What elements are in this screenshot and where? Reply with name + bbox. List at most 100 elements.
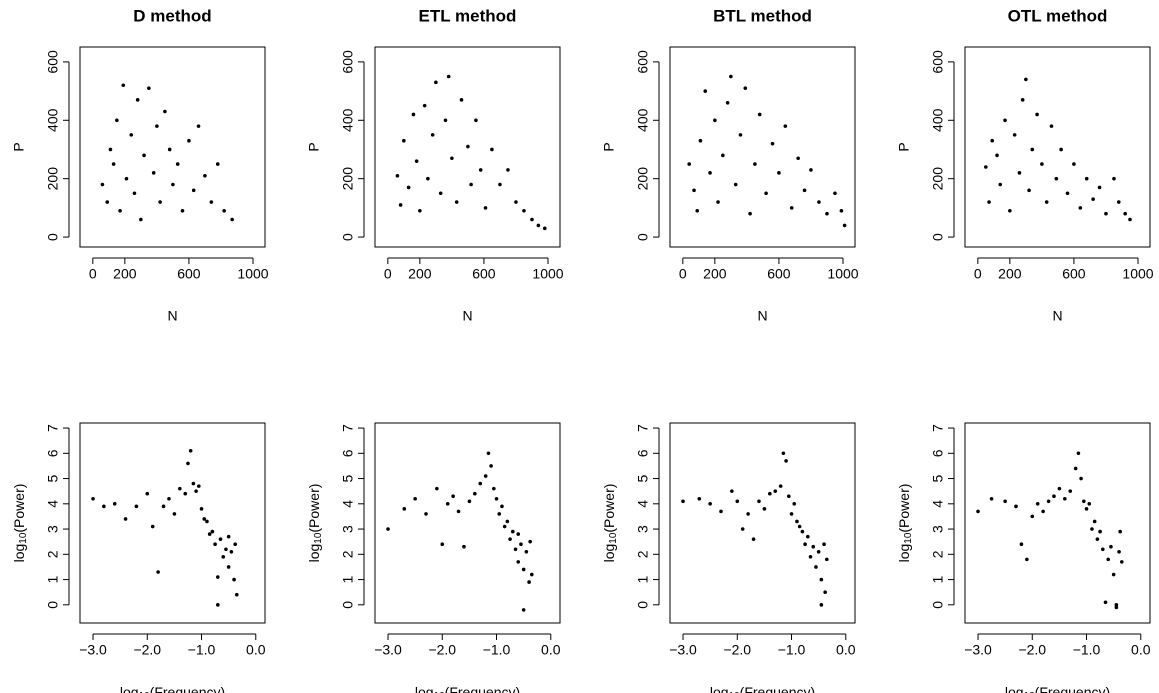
point <box>209 200 214 204</box>
panel-title: BTL method <box>713 6 812 25</box>
point <box>1052 494 1056 499</box>
point <box>542 226 547 231</box>
y-tick-label: 7 <box>340 424 356 432</box>
point <box>748 211 752 216</box>
y-tick-label: 3 <box>635 525 651 533</box>
point <box>502 524 507 529</box>
point <box>1020 98 1025 102</box>
point <box>474 118 478 123</box>
point <box>809 168 813 172</box>
point <box>196 124 201 128</box>
y-tick-label: 600 <box>45 50 61 74</box>
x-tick-label: −1.0 <box>778 642 806 658</box>
y-tick-label: 0 <box>340 233 356 241</box>
subscript: 10 <box>139 691 151 693</box>
point <box>1097 185 1102 190</box>
point <box>768 491 772 496</box>
point <box>224 547 228 552</box>
y-tick-label: 6 <box>930 449 946 457</box>
y-axis-label: P <box>896 142 912 151</box>
point <box>1104 211 1108 216</box>
point <box>733 182 738 187</box>
subscript: 10 <box>729 691 741 693</box>
point <box>784 459 788 463</box>
point <box>511 529 515 534</box>
point <box>167 147 172 152</box>
point <box>234 592 239 597</box>
point <box>703 89 708 93</box>
plot-frame <box>79 46 266 248</box>
point <box>995 153 999 158</box>
point <box>473 491 477 496</box>
point <box>757 112 762 117</box>
x-tick-label: −3.0 <box>964 642 992 658</box>
point <box>167 496 171 501</box>
plot-frame <box>964 46 1151 248</box>
y-tick-label: 0 <box>635 233 651 241</box>
point <box>1117 549 1121 554</box>
point <box>147 86 151 90</box>
y-tick-label: 5 <box>340 474 356 482</box>
point <box>783 124 788 128</box>
point <box>777 171 781 175</box>
point <box>483 474 488 478</box>
point <box>1082 499 1086 504</box>
point <box>187 138 191 143</box>
point <box>1025 557 1029 562</box>
x-tick-label: −3.0 <box>374 642 402 658</box>
point <box>716 200 720 204</box>
point <box>466 144 470 149</box>
point <box>216 603 220 607</box>
point <box>508 537 512 541</box>
plot-frame <box>79 422 266 624</box>
point <box>497 512 502 516</box>
y-tick-label: 5 <box>45 474 61 482</box>
point <box>697 496 702 501</box>
point <box>762 507 767 511</box>
y-tick-label: 1 <box>930 575 946 583</box>
label-part: (Power) <box>601 484 617 533</box>
point <box>773 489 778 493</box>
point <box>521 608 526 612</box>
point <box>1109 544 1113 549</box>
label-part: log <box>601 544 617 563</box>
point <box>1112 176 1116 181</box>
point <box>175 162 180 166</box>
point <box>226 534 231 539</box>
x-axis-label: log10(Frequency) <box>415 684 520 693</box>
point <box>719 509 723 514</box>
point <box>135 98 140 102</box>
point <box>1076 451 1081 456</box>
point <box>426 176 430 181</box>
y-tick-label: 400 <box>45 108 61 132</box>
y-axis-label: P <box>306 142 322 151</box>
subscript: 10 <box>608 532 619 544</box>
point <box>817 200 821 204</box>
point <box>522 208 526 213</box>
point <box>521 567 526 572</box>
point <box>1024 77 1028 82</box>
point <box>197 484 201 488</box>
point <box>178 486 182 491</box>
point <box>494 496 499 501</box>
point <box>1049 124 1054 128</box>
x-axis-label: log10(Frequency) <box>1005 684 1110 693</box>
point <box>489 464 493 468</box>
point <box>984 165 988 169</box>
point <box>738 133 743 137</box>
point <box>1119 560 1124 564</box>
label-part: (Frequency) <box>740 684 815 693</box>
point <box>118 208 122 213</box>
x-tick-label: 0.0 <box>1131 642 1151 658</box>
panel-title: OTL method <box>1008 6 1108 25</box>
point <box>142 153 146 158</box>
point <box>222 208 226 213</box>
x-tick-label: −2.0 <box>133 642 161 658</box>
point <box>161 504 166 509</box>
point <box>814 565 818 569</box>
point <box>418 208 422 213</box>
point <box>163 109 167 114</box>
point <box>1030 514 1035 519</box>
point <box>530 217 534 222</box>
point <box>1078 206 1083 210</box>
